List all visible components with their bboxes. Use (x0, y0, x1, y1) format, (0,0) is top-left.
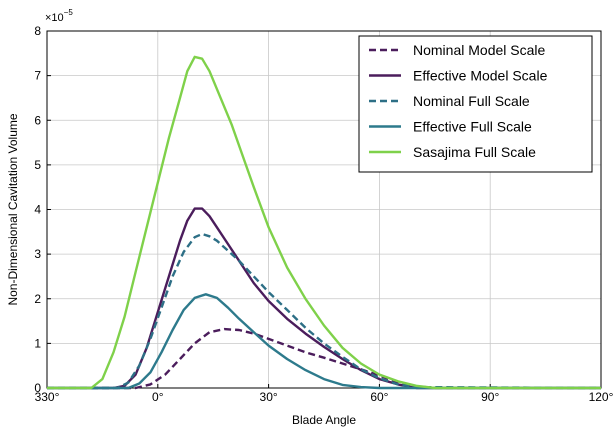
x-tick-label: 120° (589, 390, 613, 404)
y-tick-label: 4 (34, 203, 41, 217)
y-tick-label: 5 (34, 158, 41, 172)
series-line-0 (47, 327, 601, 390)
legend-label: Effective Full Scale (413, 119, 532, 135)
y-tick-label: 7 (34, 69, 41, 83)
series-line-3 (47, 293, 601, 390)
y-tick-label: 6 (34, 113, 41, 127)
series-line-4 (47, 55, 601, 390)
legend-label: Nominal Model Scale (413, 42, 545, 58)
x-tick-label: 30° (260, 390, 278, 404)
series-line-2 (47, 232, 602, 390)
legend-box (358, 35, 593, 173)
legend-label: Nominal Full Scale (413, 93, 530, 109)
y-axis-label: Non-Dimensional Cavitation Volume (6, 113, 20, 305)
legend-label: Sasajima Full Scale (413, 144, 536, 160)
x-tick-label: 0° (152, 390, 164, 404)
y-axis-exponent: ×10−5 (45, 8, 73, 24)
x-tick-label: 90° (481, 390, 499, 404)
x-tick-label: 60° (370, 390, 388, 404)
x-tick-label: 330° (35, 390, 60, 404)
y-tick-label: 8 (34, 24, 41, 38)
series-line-1 (47, 207, 601, 390)
series-lines (47, 55, 602, 390)
tick-labels: 330° 0° 30° 60° 90° 120° 0 1 2 3 4 5 6 7 8 (34, 24, 613, 404)
y-tick-label: 3 (34, 247, 41, 261)
legend-label: Effective Model Scale (413, 68, 548, 84)
legend: Nominal Model Scale Effective Model Scale… (358, 35, 593, 173)
y-tick-label: 1 (34, 336, 41, 350)
y-tick-label: 0 (34, 381, 41, 395)
x-axis-label: Blade Angle (292, 413, 356, 427)
y-tick-label: 2 (34, 292, 41, 306)
